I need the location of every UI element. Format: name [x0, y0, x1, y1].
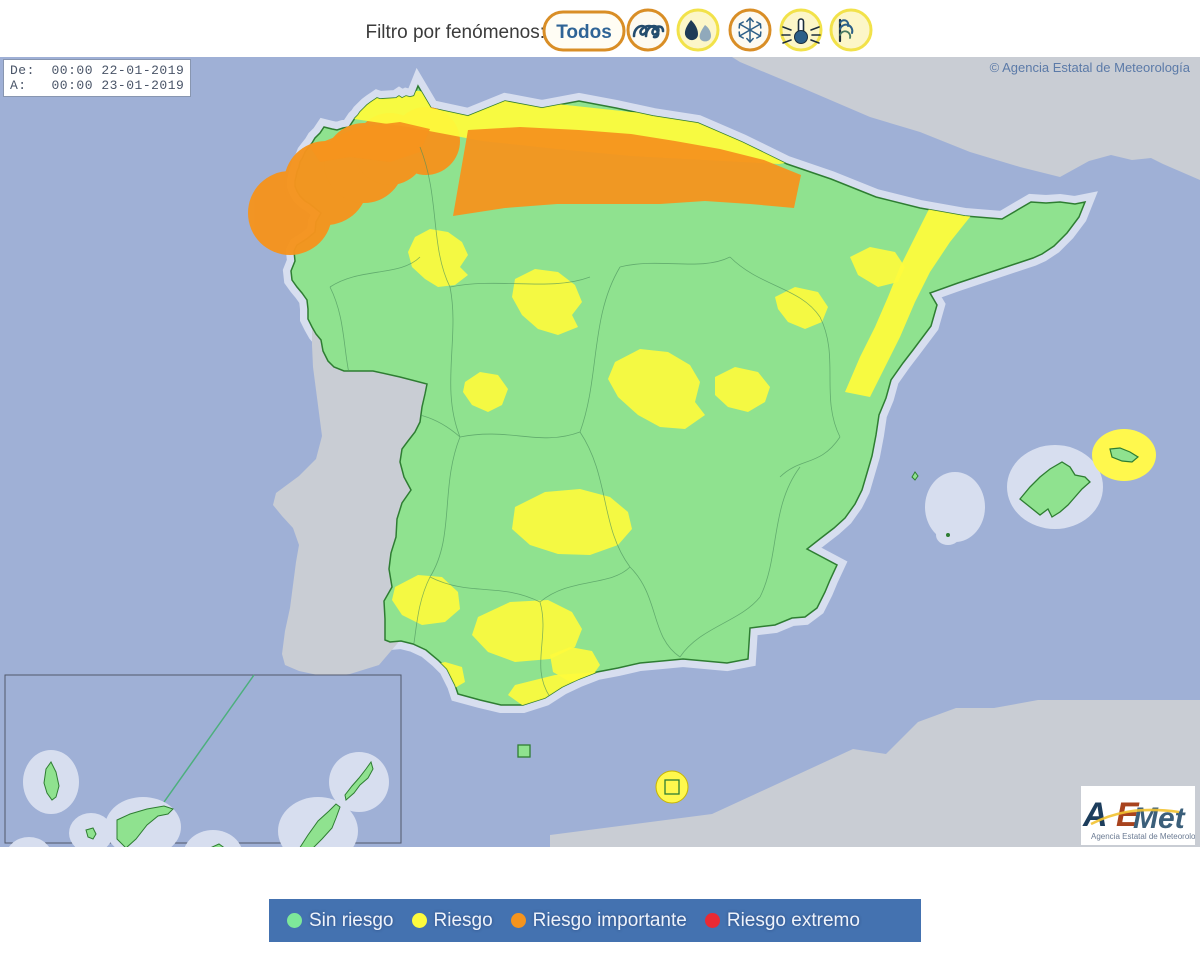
- svg-text:A: A: [1082, 796, 1108, 834]
- svg-text:Agencia Estatal de Meteorologí: Agencia Estatal de Meteorología: [1091, 832, 1195, 841]
- svg-text:Todos: Todos: [556, 22, 612, 43]
- svg-text:Met: Met: [1133, 802, 1187, 835]
- svg-text:Filtro por fenómenos:: Filtro por fenómenos:: [365, 22, 545, 43]
